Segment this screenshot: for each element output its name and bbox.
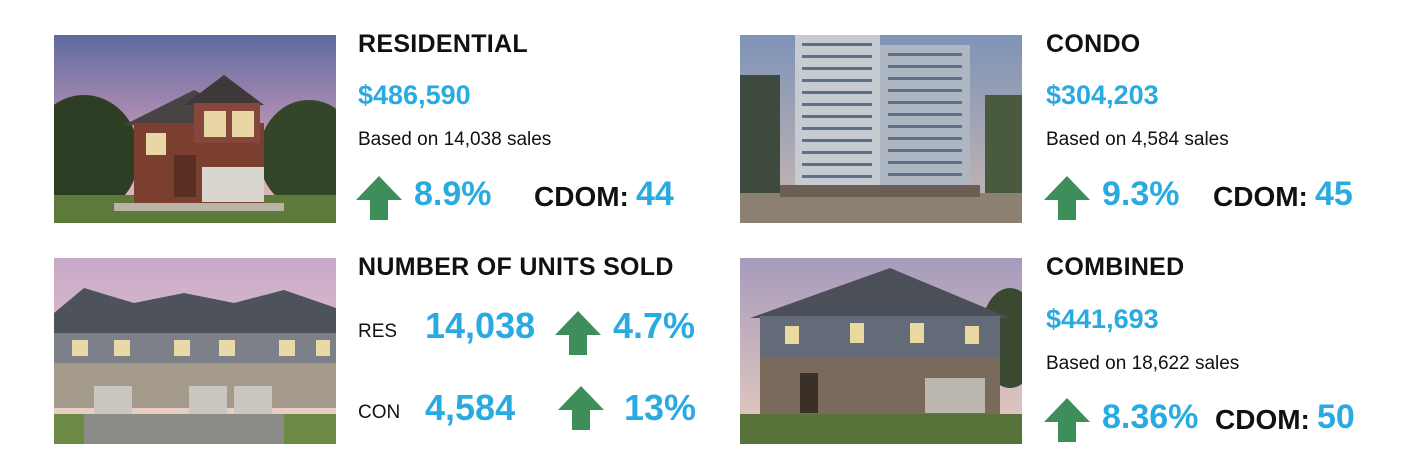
condo-title: CONDO <box>1046 30 1141 58</box>
arrow-up-icon <box>555 311 601 355</box>
condo-change: 9.3% <box>1102 175 1180 213</box>
residential-cdom-label: CDOM: <box>534 181 629 212</box>
combined-title: COMBINED <box>1046 253 1185 281</box>
units-sold-title: NUMBER OF UNITS SOLD <box>358 253 674 281</box>
residential-price: $486,590 <box>358 80 471 110</box>
units-res-label: RES <box>358 321 398 342</box>
units-con-value: 4,584 <box>425 387 516 428</box>
combined-cdom-label: CDOM: <box>1215 404 1310 435</box>
combined-cdom-value: 50 <box>1317 398 1355 436</box>
condo-cdom-value: 45 <box>1315 175 1353 213</box>
condo-cdom-label: CDOM: <box>1213 181 1308 212</box>
units-res-change: 4.7% <box>613 305 696 346</box>
units-con-label: CON <box>358 402 401 423</box>
combined-based-on: Based on 18,622 sales <box>1046 353 1240 374</box>
combined-change: 8.36% <box>1102 398 1199 436</box>
residential-cdom-value: 44 <box>636 175 674 213</box>
combined-price: $441,693 <box>1046 304 1159 334</box>
residential-based-on: Based on 14,038 sales <box>358 129 552 150</box>
residential-house-image <box>54 35 336 223</box>
combined-house-image <box>740 258 1022 444</box>
arrow-up-icon <box>356 176 402 220</box>
condo-price: $304,203 <box>1046 80 1159 110</box>
condo-tower-image <box>740 35 1022 223</box>
units-con-change: 13% <box>624 387 697 428</box>
arrow-up-icon <box>1044 176 1090 220</box>
townhouse-row-image <box>54 258 336 444</box>
units-res-value: 14,038 <box>425 305 536 346</box>
arrow-up-icon <box>558 386 604 430</box>
residential-change: 8.9% <box>414 175 492 213</box>
residential-title: RESIDENTIAL <box>358 30 528 58</box>
arrow-up-icon <box>1044 398 1090 442</box>
condo-based-on: Based on 4,584 sales <box>1046 129 1229 150</box>
